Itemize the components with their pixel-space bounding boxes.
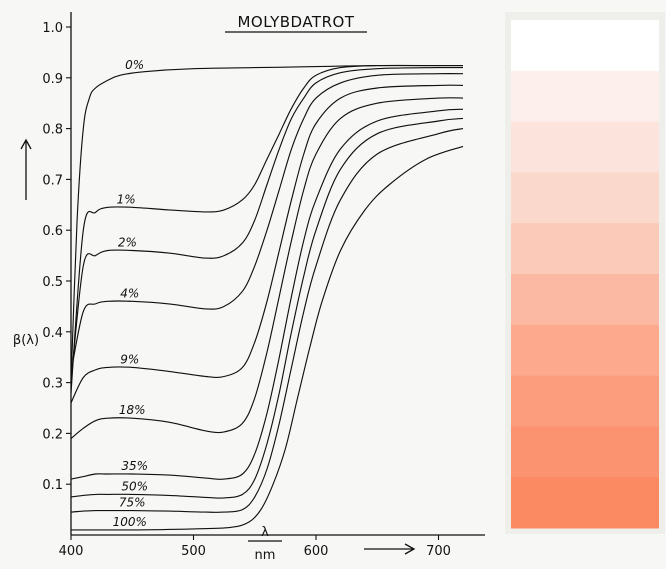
series-line (70, 73, 464, 373)
series-line (70, 117, 464, 499)
series-label: 2% (118, 236, 137, 250)
series-line (70, 97, 464, 439)
color-swatch (511, 70, 659, 123)
x-ticks: 400 500 600 700 (59, 535, 451, 559)
curves (70, 64, 464, 531)
y-arrow-head (20, 138, 32, 150)
y-tick-label: 0.8 (42, 123, 63, 138)
y-tick-label: 1.0 (42, 21, 63, 36)
series-label: 4% (120, 286, 139, 300)
series-label: 18% (119, 403, 146, 417)
series-label: 0% (125, 58, 144, 72)
chart-title: MOLYBDATROT (237, 13, 354, 31)
x-tick-label: 600 (304, 544, 329, 559)
x-tick-label: 700 (426, 544, 451, 559)
y-ticks: 0.1 0.2 0.3 0.4 0.5 0.6 0.7 0.8 0.9 1.0 (42, 21, 71, 493)
color-swatch-strip (505, 12, 665, 534)
y-axis-label: β(λ) (13, 333, 39, 348)
y-tick-label: 0.5 (42, 275, 63, 290)
series-line (70, 108, 464, 480)
y-tick-label: 0.6 (42, 224, 63, 239)
y-tick-label: 0.2 (42, 427, 63, 442)
color-swatch (511, 223, 659, 275)
x-arrow-head (404, 543, 416, 555)
x-axis-label-unit: nm (255, 548, 276, 563)
series-label: 75% (119, 496, 146, 510)
series-label: 50% (121, 479, 148, 493)
x-axis-label-lambda: λ (261, 525, 269, 540)
series-line (70, 128, 464, 513)
color-swatch (511, 324, 659, 377)
series-line (70, 84, 464, 404)
x-arrow (364, 543, 416, 555)
y-tick-label: 0.3 (42, 377, 63, 392)
y-tick-label: 0.4 (42, 326, 63, 341)
y-arrow (20, 138, 32, 200)
series-label: 35% (121, 459, 148, 473)
series-line (70, 64, 463, 393)
axes (70, 12, 485, 536)
x-tick-label: 400 (59, 544, 84, 559)
series-label: 1% (117, 192, 136, 206)
series-label: 100% (113, 515, 147, 529)
y-tick-label: 0.7 (42, 173, 63, 188)
color-swatch (511, 274, 659, 326)
x-tick-label: 500 (181, 544, 206, 559)
y-tick-label: 0.9 (42, 72, 63, 87)
y-tick-label: 0.1 (42, 478, 63, 493)
series-line (70, 64, 463, 383)
color-swatch (511, 477, 659, 529)
curve-labels: 0% 1% 2% 4% 9% 18% 35% 50% 75% 100% (113, 58, 148, 529)
series-line (70, 145, 464, 531)
color-swatch (511, 20, 659, 72)
color-swatch (511, 375, 659, 427)
color-swatch (511, 121, 659, 173)
series-label: 9% (120, 352, 139, 366)
color-swatch (511, 426, 659, 478)
series-line (70, 66, 464, 383)
color-swatch (511, 172, 659, 224)
